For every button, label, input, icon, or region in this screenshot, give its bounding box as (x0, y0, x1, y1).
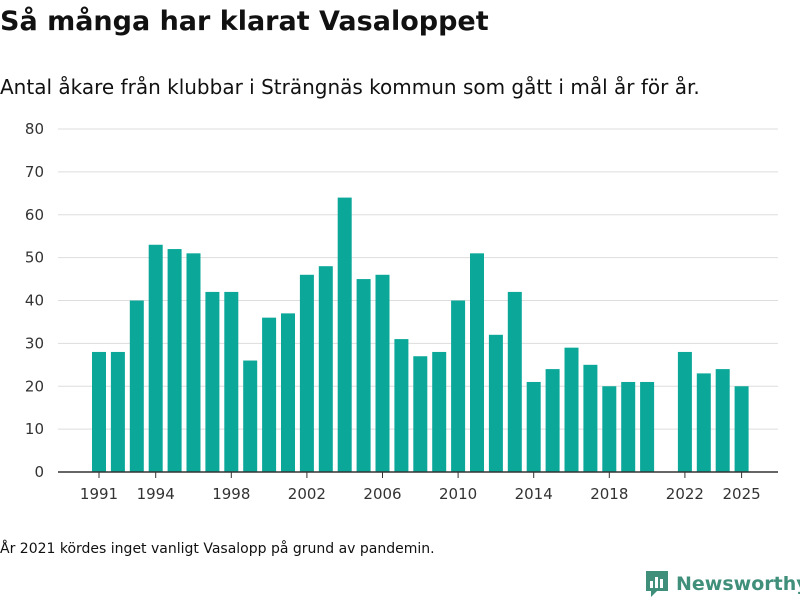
bar (451, 300, 466, 472)
bar (129, 300, 144, 472)
bar (186, 253, 201, 472)
x-tick-label: 2022 (666, 485, 704, 503)
bar (602, 386, 617, 472)
chart-footnote: År 2021 kördes inget vanligt Vasalopp på… (0, 541, 435, 557)
x-tick-label: 2025 (723, 485, 761, 503)
bar (677, 351, 692, 472)
bar (318, 266, 333, 472)
bar (526, 381, 541, 472)
bar (224, 291, 239, 472)
bar (110, 351, 125, 472)
chart-title: Så många har klarat Vasaloppet (0, 6, 489, 37)
y-tick-label: 10 (25, 420, 44, 438)
y-tick-label: 50 (25, 249, 44, 267)
bar (621, 381, 636, 472)
bar (281, 313, 295, 472)
y-tick-label: 30 (25, 334, 44, 352)
x-tick-label: 1991 (80, 485, 118, 503)
bar (375, 274, 390, 472)
bar (715, 369, 730, 472)
bar (488, 334, 503, 472)
bar (696, 373, 711, 472)
bar (167, 249, 182, 472)
bar (92, 351, 106, 472)
bar-chart: 0 10 20 30 40 50 60 70 80 1991 1994 1998 2002 2006 201… (25, 120, 778, 503)
bar (640, 381, 655, 472)
bar (243, 360, 258, 472)
newsworthy-logo-icon (646, 571, 668, 597)
y-tick-label: 60 (25, 206, 44, 224)
bar (356, 279, 371, 472)
x-tick-label: 1998 (212, 485, 250, 503)
x-tick-label: 2002 (288, 485, 326, 503)
bar (205, 291, 220, 472)
bar (299, 274, 314, 472)
x-tick-label: 1994 (137, 485, 175, 503)
bar (148, 244, 163, 472)
y-tick-label: 40 (25, 292, 44, 310)
y-tick-label: 80 (25, 120, 44, 138)
x-tick-label: 2014 (515, 485, 553, 503)
bar (432, 351, 447, 472)
chart-subtitle: Antal åkare från klubbar i Strängnäs kom… (0, 75, 700, 99)
x-tick-label: 2010 (439, 485, 477, 503)
bar (507, 291, 522, 472)
bar (470, 253, 484, 472)
bar (734, 386, 749, 472)
bar (394, 339, 409, 472)
bar (413, 356, 428, 472)
x-tick-label: 2018 (590, 485, 628, 503)
y-tick-label: 0 (34, 463, 44, 481)
bar (564, 347, 579, 472)
x-tick-label: 2006 (363, 485, 401, 503)
brand-logo: Newsworthy (644, 568, 800, 600)
brand-name: Newsworthy (676, 573, 800, 595)
bar (262, 317, 277, 472)
y-tick-label: 20 (25, 377, 44, 395)
y-tick-label: 70 (25, 163, 44, 181)
bar (583, 364, 598, 472)
bar (337, 197, 352, 472)
bar (545, 369, 560, 472)
